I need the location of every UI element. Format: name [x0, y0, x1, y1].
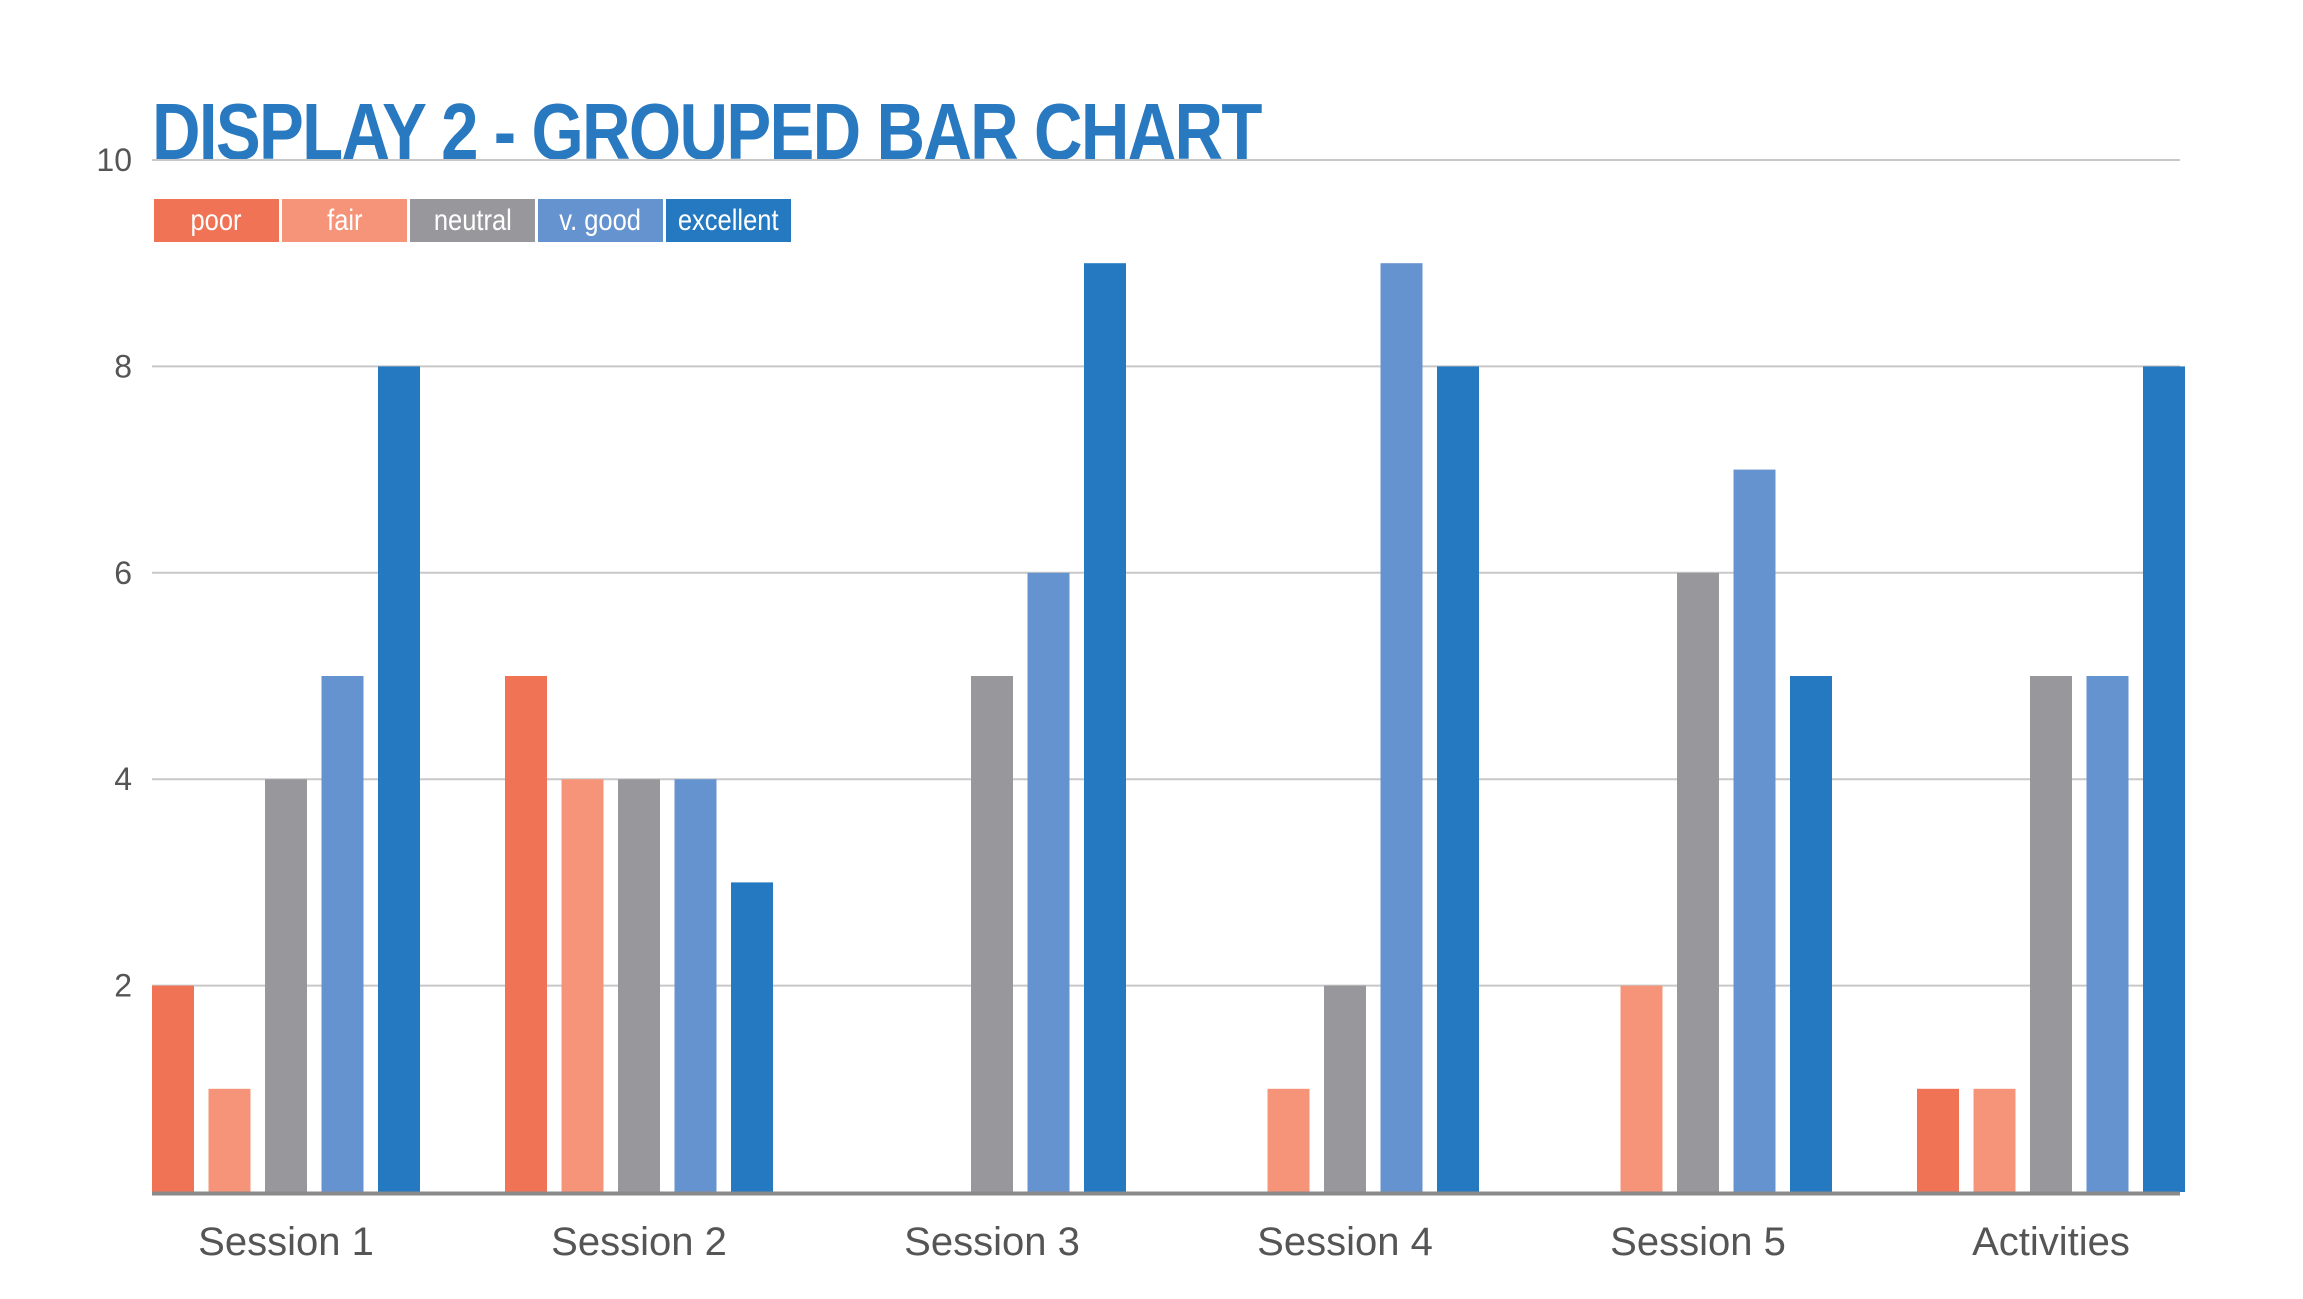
- bar-v-good: [2086, 676, 2129, 1192]
- bar-neutral: [1677, 572, 1719, 1192]
- legend-item-neutral: neutral: [410, 199, 535, 242]
- y-tick-label: 6: [114, 555, 132, 591]
- bar-fair: [561, 779, 604, 1192]
- bar-v-good: [321, 676, 364, 1192]
- chart-legend: poor fair neutral v. good excellent: [154, 199, 794, 242]
- bar-poor: [152, 985, 194, 1192]
- bar-v-good: [1380, 263, 1423, 1192]
- y-tick-label: 2: [114, 968, 132, 1004]
- bar-poor: [505, 676, 547, 1192]
- y-tick-label: 10: [96, 142, 132, 178]
- x-tick-label: Session 2: [551, 1220, 727, 1264]
- y-tick-label: 4: [114, 761, 132, 797]
- y-tick-label: 8: [114, 348, 132, 384]
- bar-excellent: [2143, 366, 2185, 1192]
- legend-item-v-good: v. good: [538, 199, 663, 242]
- legend-item-excellent: excellent: [666, 199, 791, 242]
- legend-label: v. good: [559, 203, 642, 237]
- bar-neutral: [2030, 676, 2072, 1192]
- chart-title: DISPLAY 2 - GROUPED BAR CHART: [152, 87, 1262, 176]
- x-tick-label: Session 4: [1257, 1220, 1433, 1264]
- legend-item-fair: fair: [282, 199, 407, 242]
- x-tick-label: Session 3: [904, 1220, 1080, 1264]
- bar-excellent: [1084, 263, 1126, 1192]
- bar-fair: [1267, 1088, 1310, 1192]
- bar-poor: [1917, 1088, 1959, 1192]
- legend-label: fair: [326, 203, 363, 237]
- bar-v-good: [1027, 572, 1070, 1192]
- bar-excellent: [1437, 366, 1479, 1192]
- bar-neutral: [265, 779, 307, 1192]
- legend-item-poor: poor: [154, 199, 279, 242]
- bar-excellent: [378, 366, 420, 1192]
- bar-fair: [1620, 985, 1663, 1192]
- bar-excellent: [731, 882, 773, 1192]
- bar-fair: [1973, 1088, 2016, 1192]
- legend-label: excellent: [678, 203, 779, 237]
- bar-neutral: [618, 779, 660, 1192]
- legend-label: poor: [190, 203, 243, 237]
- x-tick-label: Activities: [1972, 1220, 2130, 1264]
- bar-v-good: [674, 779, 717, 1192]
- x-tick-label: Session 1: [198, 1220, 374, 1264]
- bar-excellent: [1790, 676, 1832, 1192]
- bar-fair: [208, 1088, 251, 1192]
- bar-v-good: [1733, 469, 1776, 1193]
- x-tick-label: Session 5: [1610, 1220, 1786, 1264]
- legend-label: neutral: [433, 203, 512, 237]
- bar-neutral: [971, 676, 1013, 1192]
- bar-neutral: [1324, 985, 1366, 1192]
